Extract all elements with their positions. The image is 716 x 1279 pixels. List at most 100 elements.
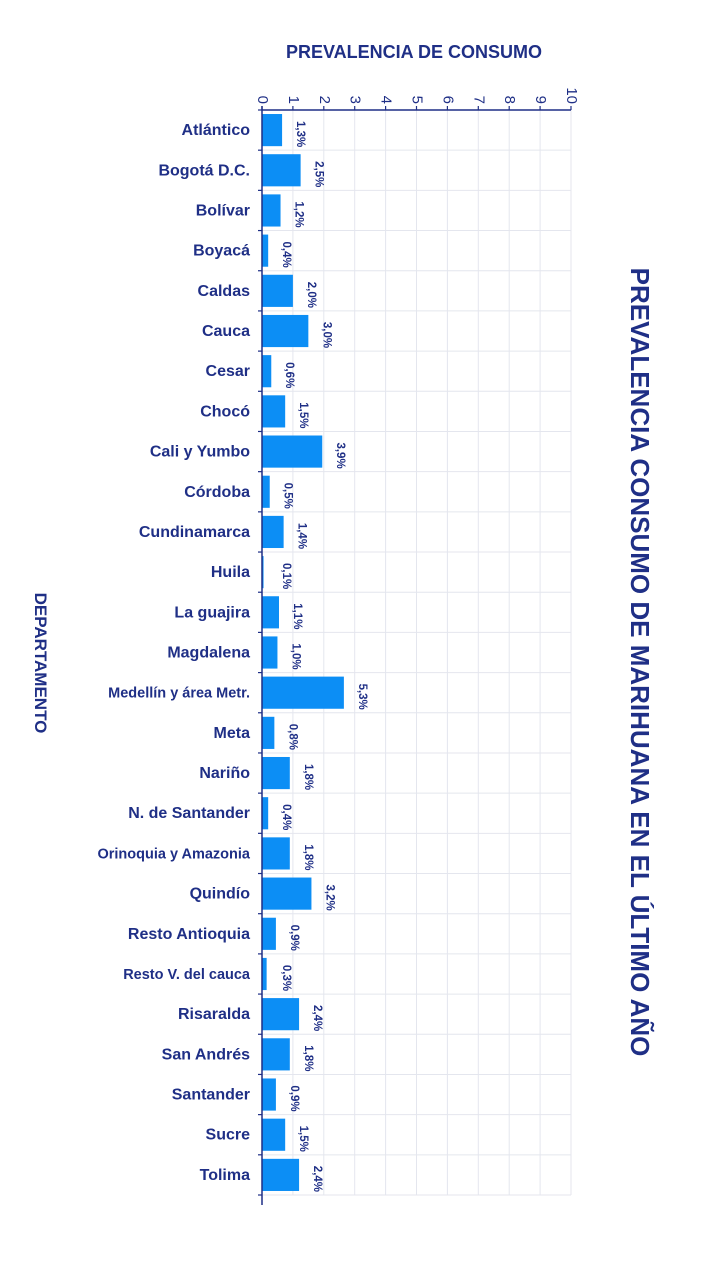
x-tick-label: 1 bbox=[285, 96, 302, 104]
data-label: 1,2% bbox=[293, 201, 305, 227]
bar bbox=[262, 355, 272, 388]
bar bbox=[262, 314, 309, 348]
category-label: Orinoquia y Amazonia bbox=[97, 846, 250, 862]
data-label: 3,0% bbox=[320, 322, 332, 348]
category-label: N. de Santander bbox=[128, 805, 250, 822]
x-axis-title: PREVALENCIA DE CONSUMO bbox=[286, 42, 542, 62]
data-label: 0,4% bbox=[280, 242, 292, 268]
category-label: Chocó bbox=[200, 403, 250, 420]
bar bbox=[262, 676, 344, 709]
bar bbox=[262, 556, 264, 589]
x-tick-label: 6 bbox=[439, 96, 456, 104]
category-label: Tolima bbox=[200, 1167, 250, 1184]
category-label: Cali y Yumbo bbox=[150, 444, 250, 461]
category-label: Meta bbox=[214, 725, 251, 742]
data-label: 2,4% bbox=[311, 1166, 323, 1192]
bar bbox=[262, 515, 284, 549]
x-tick-label: 7 bbox=[470, 96, 487, 104]
category-label: Risaralda bbox=[178, 1006, 250, 1023]
x-tick-label: 4 bbox=[378, 96, 395, 104]
category-label: Córdoba bbox=[184, 484, 250, 501]
x-tick-label: 5 bbox=[409, 96, 426, 104]
data-label: 0,9% bbox=[288, 1085, 300, 1111]
bar bbox=[262, 435, 323, 468]
category-label: Cundinamarca bbox=[139, 524, 250, 541]
data-label: 2,5% bbox=[313, 161, 325, 187]
data-label: 0,4% bbox=[280, 804, 292, 830]
bar bbox=[262, 716, 275, 749]
data-label: 0,9% bbox=[288, 925, 300, 951]
category-label: Magdalena bbox=[167, 645, 250, 662]
category-label: Sucre bbox=[206, 1127, 251, 1144]
bar bbox=[262, 837, 290, 870]
x-tick-label: 9 bbox=[532, 96, 549, 104]
data-label: 0,6% bbox=[283, 362, 295, 388]
category-label: San Andrés bbox=[162, 1046, 250, 1063]
category-label: Cesar bbox=[206, 363, 250, 380]
data-label: 1,0% bbox=[289, 643, 301, 669]
axes bbox=[258, 106, 572, 1205]
bars bbox=[262, 114, 344, 1191]
bar bbox=[262, 1038, 290, 1071]
category-label: Bogotá D.C. bbox=[158, 162, 250, 179]
x-tick-labels: 0 1 2 3 4 5 6 7 8 9 10 bbox=[254, 87, 580, 104]
category-label: Nariño bbox=[199, 765, 250, 782]
bar bbox=[262, 957, 267, 991]
category-label: Santander bbox=[172, 1087, 250, 1104]
data-label: 2,0% bbox=[305, 282, 317, 308]
bar bbox=[262, 877, 312, 910]
bar bbox=[262, 797, 269, 830]
data-label: 3,2% bbox=[323, 885, 335, 911]
bar bbox=[262, 756, 290, 790]
category-label: Resto V. del cauca bbox=[123, 967, 251, 983]
data-label: 1,8% bbox=[302, 764, 314, 790]
bar bbox=[262, 395, 286, 428]
data-labels: 1,3% 2,5% 1,2% 0,4% 2,0% 3,0% 0,6% 1,5% 3,9% 0,5%… bbox=[280, 121, 368, 1192]
category-label: Quindío bbox=[190, 886, 251, 903]
category-label: Cauca bbox=[202, 323, 250, 340]
data-label: 1,1% bbox=[291, 603, 303, 629]
category-label: Boyacá bbox=[193, 243, 250, 260]
data-label: 0,5% bbox=[282, 483, 294, 509]
data-label: 1,5% bbox=[297, 1126, 309, 1152]
bar bbox=[262, 1158, 300, 1191]
bar bbox=[262, 636, 278, 669]
data-label: 0,8% bbox=[286, 724, 298, 750]
data-label: 1,5% bbox=[297, 402, 309, 428]
category-label: Atlántico bbox=[182, 122, 251, 139]
category-label: Medellín y área Metr. bbox=[108, 686, 250, 702]
data-label: 1,8% bbox=[302, 844, 314, 870]
bar bbox=[262, 234, 269, 267]
x-tick-label: 0 bbox=[254, 96, 271, 104]
chart-title: PREVALENCIA CONSUMO DE MARIHUANA EN EL Ú… bbox=[625, 268, 655, 1057]
category-label: La guajira bbox=[174, 604, 250, 621]
category-label: Caldas bbox=[198, 283, 251, 300]
bar bbox=[262, 475, 270, 508]
bar bbox=[262, 274, 293, 307]
y-axis-title: DEPARTAMENTO bbox=[31, 593, 50, 734]
x-tick-label: 2 bbox=[316, 96, 333, 104]
data-label: 0,3% bbox=[280, 965, 292, 991]
bar bbox=[262, 1118, 286, 1151]
category-label: Bolívar bbox=[196, 202, 250, 219]
bar bbox=[262, 114, 283, 147]
bar bbox=[262, 154, 301, 187]
x-tick-label: 10 bbox=[563, 87, 580, 104]
x-tick-label: 8 bbox=[501, 96, 518, 104]
category-labels: Atlántico Bogotá D.C. Bolívar Boyacá Caldas C… bbox=[97, 122, 250, 1184]
data-label: 2,4% bbox=[311, 1005, 323, 1031]
bar bbox=[262, 917, 276, 950]
data-label: 1,3% bbox=[294, 121, 306, 147]
data-label: 0,1% bbox=[280, 563, 292, 589]
bar bbox=[262, 596, 279, 629]
bar bbox=[262, 1078, 276, 1111]
data-label: 1,4% bbox=[296, 523, 308, 549]
bar bbox=[262, 998, 300, 1031]
category-label: Resto Antioquia bbox=[128, 926, 250, 943]
data-label: 5,3% bbox=[356, 684, 368, 710]
x-tick-label: 3 bbox=[347, 96, 364, 104]
bar bbox=[262, 194, 281, 227]
data-label: 1,8% bbox=[302, 1045, 314, 1071]
